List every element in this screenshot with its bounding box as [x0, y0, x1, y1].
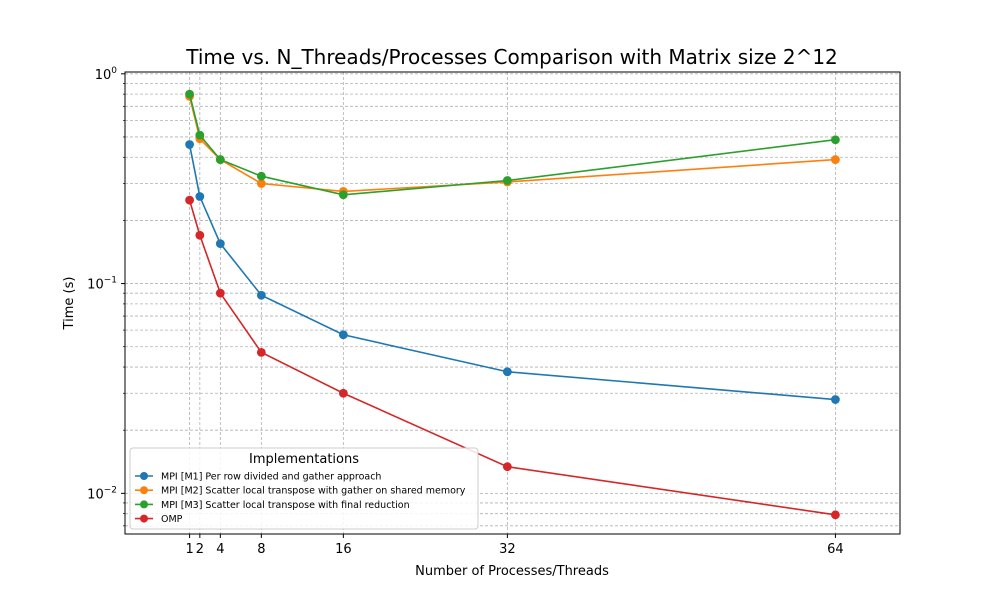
series-1	[185, 140, 840, 404]
data-point	[215, 239, 225, 249]
legend-swatch-marker	[140, 472, 148, 480]
data-point	[338, 330, 348, 340]
x-tick-label: 4	[216, 542, 224, 557]
y-axis-label: Time (s)	[62, 277, 77, 331]
x-tick-label: 32	[499, 542, 516, 557]
data-point	[502, 462, 512, 472]
x-tick-label: 2	[196, 542, 204, 557]
y-tick-label-base: 10	[87, 487, 104, 502]
legend-entry: MPI [M1] Per row divided and gather appr…	[135, 472, 381, 483]
data-point	[195, 230, 205, 240]
legend-swatch-marker	[140, 514, 148, 523]
data-point	[195, 192, 205, 201]
legend-swatch-marker	[140, 486, 148, 495]
data-point	[256, 347, 266, 357]
x-tick-label: 16	[335, 542, 352, 557]
y-tick-label: 10−1	[87, 276, 117, 293]
data-point	[831, 395, 840, 404]
legend-label: MPI [M2] Scatter local transpose with ga…	[161, 486, 466, 497]
chart-title: Time vs. N_Threads/Processes Comparison …	[185, 45, 838, 69]
series-4	[185, 195, 840, 520]
data-point	[195, 130, 205, 140]
data-point	[831, 155, 840, 164]
y-tick-label-base: 10	[87, 278, 104, 293]
data-point	[502, 176, 512, 185]
data-point	[185, 89, 194, 99]
grid	[125, 72, 900, 534]
series-layer	[185, 89, 840, 520]
data-point	[338, 190, 348, 200]
y-tick-label-base: 10	[95, 68, 112, 83]
x-tick-label: 1	[185, 542, 193, 557]
legend-swatch-marker	[140, 500, 148, 509]
data-point	[338, 388, 348, 398]
legend-entry: OMP	[135, 514, 183, 525]
data-point	[215, 288, 225, 298]
legend-label: OMP	[161, 514, 183, 525]
x-axis-label: Number of Processes/Threads	[415, 564, 609, 579]
legend-label: MPI [M1] Per row divided and gather appr…	[161, 472, 381, 483]
y-tick-label: 10−2	[87, 485, 117, 502]
series-3	[185, 89, 840, 200]
data-point	[185, 140, 194, 149]
y-tick-label-exponent: −1	[104, 276, 117, 286]
legend-entry: MPI [M2] Scatter local transpose with ga…	[135, 486, 466, 497]
legend-entry: MPI [M3] Scatter local transpose with fi…	[135, 500, 410, 511]
data-point	[831, 510, 840, 520]
data-point	[185, 195, 194, 205]
legend-title: Implementations	[249, 452, 359, 467]
plot-frame	[124, 71, 901, 535]
data-point	[215, 155, 225, 164]
legend-box	[129, 447, 479, 530]
data-point	[256, 171, 266, 181]
y-tick-label-exponent: −2	[104, 485, 117, 495]
y-tick-label-exponent: 0	[111, 66, 117, 76]
data-point	[831, 135, 840, 145]
data-point	[502, 367, 512, 377]
legend-label: MPI [M3] Scatter local transpose with fi…	[161, 500, 410, 511]
x-tick-label: 64	[827, 542, 844, 557]
legend-items: MPI [M1] Per row divided and gather appr…	[135, 472, 466, 525]
legend: Implementations MPI [M1] Per row divided…	[129, 447, 479, 530]
y-tick-label: 100	[95, 66, 118, 83]
data-point	[256, 290, 266, 300]
data-point	[256, 179, 266, 188]
x-tick-label: 8	[257, 542, 265, 557]
